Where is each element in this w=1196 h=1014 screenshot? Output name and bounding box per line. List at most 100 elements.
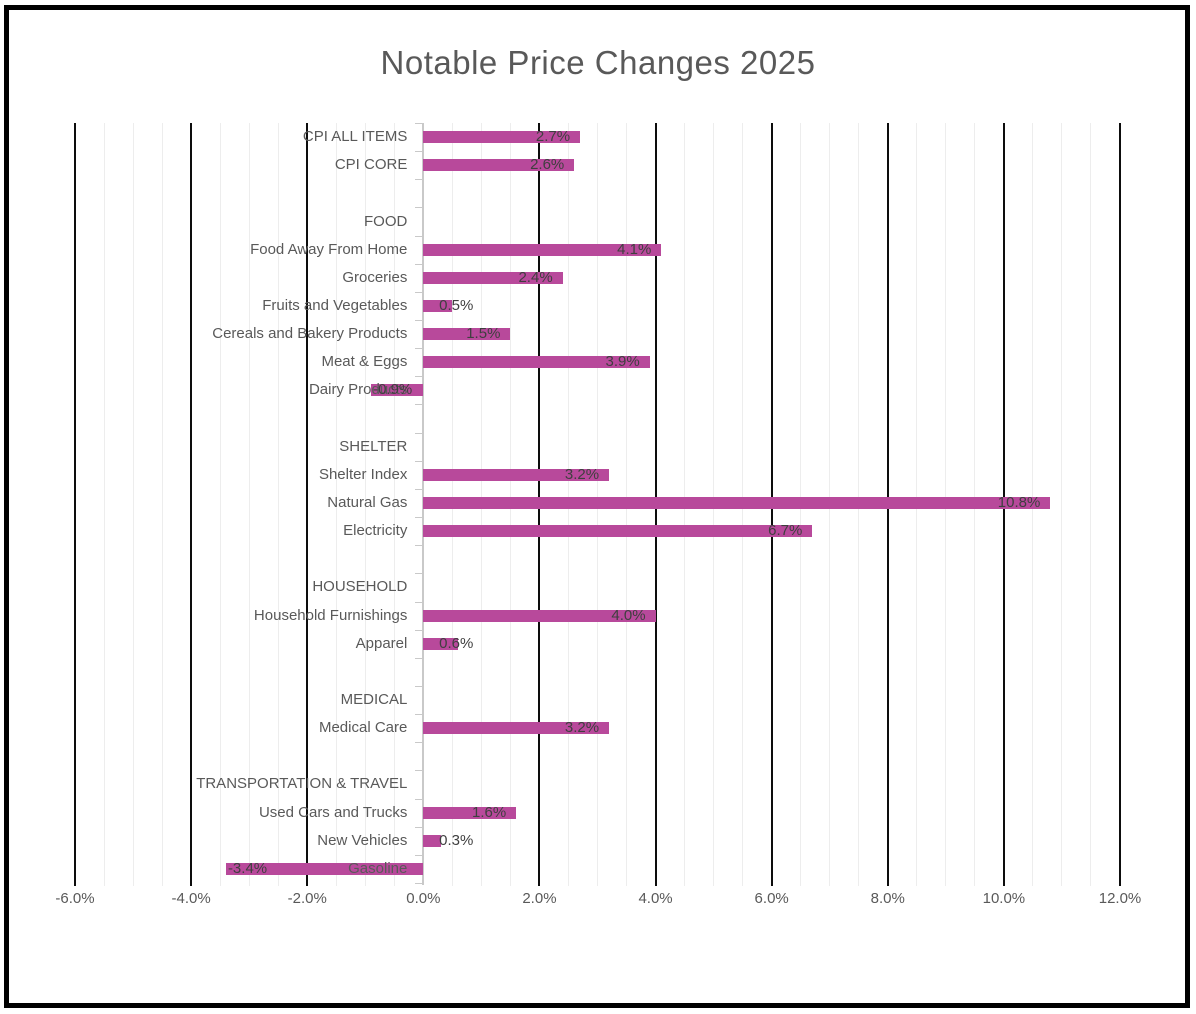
data-label-gasoline: -3.4% [227, 859, 268, 877]
bar-used-cars-and-trucks [423, 806, 517, 819]
bar-cpi-core [423, 159, 575, 172]
category-axis-tick [415, 433, 423, 434]
data-label-dairy-products: -0.9% [373, 381, 413, 399]
category-label-cpi-core: CPI CORE [334, 156, 408, 174]
data-label-cpi-core: 2.6% [530, 156, 565, 174]
x-axis-tick-label: 8.0% [870, 890, 905, 907]
category-label-household: HOUSEHOLD [312, 578, 408, 596]
category-axis-tick [415, 151, 423, 152]
bar-food-away-from-home [423, 243, 662, 256]
minor-gridline [248, 123, 250, 886]
category-axis-tick [415, 517, 423, 518]
category-axis-tick [415, 573, 423, 574]
category-axis-tick [415, 827, 423, 828]
category-label-apparel: Apparel [355, 634, 408, 652]
category-axis-tick [415, 883, 423, 884]
data-label-natural-gas: 10.8% [997, 494, 1041, 511]
x-axis-tick-label: -2.0% [287, 890, 327, 907]
data-label-apparel: 0.6% [439, 634, 474, 652]
category-axis-tick [415, 742, 423, 743]
data-label-shelter-index: 3.2% [564, 465, 600, 483]
bar-cpi-all-items [423, 131, 581, 144]
category-axis-tick [415, 179, 423, 180]
chart-border [4, 5, 1190, 1008]
minor-gridline [277, 123, 279, 886]
bar-shelter-index [423, 468, 610, 481]
bar-cereals-and-bakery-products [423, 328, 511, 341]
category-label-new-vehicles: New Vehicles [317, 831, 408, 849]
x-axis-tick-label: 0.0% [406, 890, 441, 907]
category-axis-tick [415, 292, 423, 293]
bar-household-furnishings [423, 609, 656, 622]
minor-gridline [1090, 123, 1092, 886]
category-axis-tick [415, 207, 423, 208]
category-axis-tick [415, 545, 423, 546]
data-label-electricity: 6.7% [768, 522, 803, 540]
data-label-meat-eggs: 3.9% [605, 353, 640, 371]
category-label-electricity: Electricity [343, 522, 408, 540]
category-axis-tick [415, 686, 423, 687]
category-label-shelter-index: Shelter Index [318, 465, 408, 483]
bar-new-vehicles [423, 834, 441, 847]
category-axis-tick [415, 123, 423, 124]
category-label-used-cars-and-trucks: Used Cars and Trucks [258, 803, 408, 821]
chart-title: Notable Price Changes 2025 [380, 44, 816, 81]
category-axis-tick [415, 770, 423, 771]
category-axis-tick [415, 236, 423, 237]
category-label-dairy-products: Dairy Products [308, 381, 408, 399]
category-label-fruits-and-vegetables: Fruits and Vegetables [262, 296, 408, 314]
bar-natural-gas [423, 497, 1051, 509]
data-label-medical-care: 3.2% [564, 719, 600, 737]
category-axis-tick [415, 461, 423, 462]
category-axis-tick [415, 489, 423, 490]
category-axis-tick [415, 376, 423, 377]
category-label-meat-eggs: Meat & Eggs [321, 353, 408, 371]
category-axis-tick [415, 348, 423, 349]
category-label-groceries: Groceries [342, 268, 408, 286]
category-label-medical: MEDICAL [340, 691, 408, 709]
data-label-cereals-and-bakery-products: 1.5% [466, 325, 501, 343]
bar-gasoline [225, 862, 424, 875]
category-label-shelter: SHELTER [339, 437, 408, 455]
bar-apparel [423, 637, 459, 650]
data-label-new-vehicles: 0.3% [439, 831, 474, 849]
category-axis-tick [415, 320, 423, 321]
data-label-used-cars-and-trucks: 1.6% [472, 803, 507, 821]
x-axis-tick-label: 6.0% [754, 890, 789, 907]
data-label-fruits-and-vegetables: 0.5% [439, 296, 474, 314]
category-label-household-furnishings: Household Furnishings [253, 606, 408, 624]
category-label-food-away-from-home: Food Away From Home [250, 240, 408, 258]
category-axis-tick [415, 855, 423, 856]
category-label-transportation-travel: TRANSPORTATION & TRAVEL [196, 775, 408, 793]
category-axis-tick [415, 602, 423, 603]
bar-dairy-products [371, 384, 424, 397]
minor-gridline [161, 123, 163, 886]
category-axis-tick [415, 658, 423, 659]
category-label-gasoline: Gasoline [348, 859, 408, 877]
data-label-household-furnishings: 4.0% [611, 606, 646, 624]
category-label-cpi-all-items: CPI ALL ITEMS [302, 128, 408, 146]
category-axis-tick [415, 799, 423, 800]
category-axis-tick [415, 264, 423, 265]
major-gridline [306, 123, 309, 886]
minor-gridline [364, 123, 366, 886]
minor-gridline [393, 123, 395, 886]
bar-meat-eggs [423, 356, 650, 369]
x-axis-tick-label: 2.0% [522, 890, 557, 907]
x-axis-tick-label: -4.0% [171, 890, 211, 907]
category-label-medical-care: Medical Care [318, 719, 408, 737]
plot-area: CPI ALL ITEMS 2.7% CPI CORE 2.6% FOOD Food Aw… [74, 123, 1121, 886]
x-axis-tick-label: 4.0% [638, 890, 673, 907]
category-label-food: FOOD [364, 212, 408, 230]
bar-groceries [423, 271, 563, 284]
data-label-groceries: 2.4% [518, 268, 553, 286]
minor-gridline [1061, 123, 1063, 886]
x-axis-tick-label: -6.0% [55, 890, 95, 907]
minor-gridline [219, 123, 221, 886]
major-gridline [74, 123, 76, 886]
category-axis-tick [415, 714, 423, 715]
data-label-food-away-from-home: 4.1% [617, 240, 652, 258]
bar-medical-care [423, 722, 610, 735]
category-label-natural-gas: Natural Gas [327, 494, 408, 511]
